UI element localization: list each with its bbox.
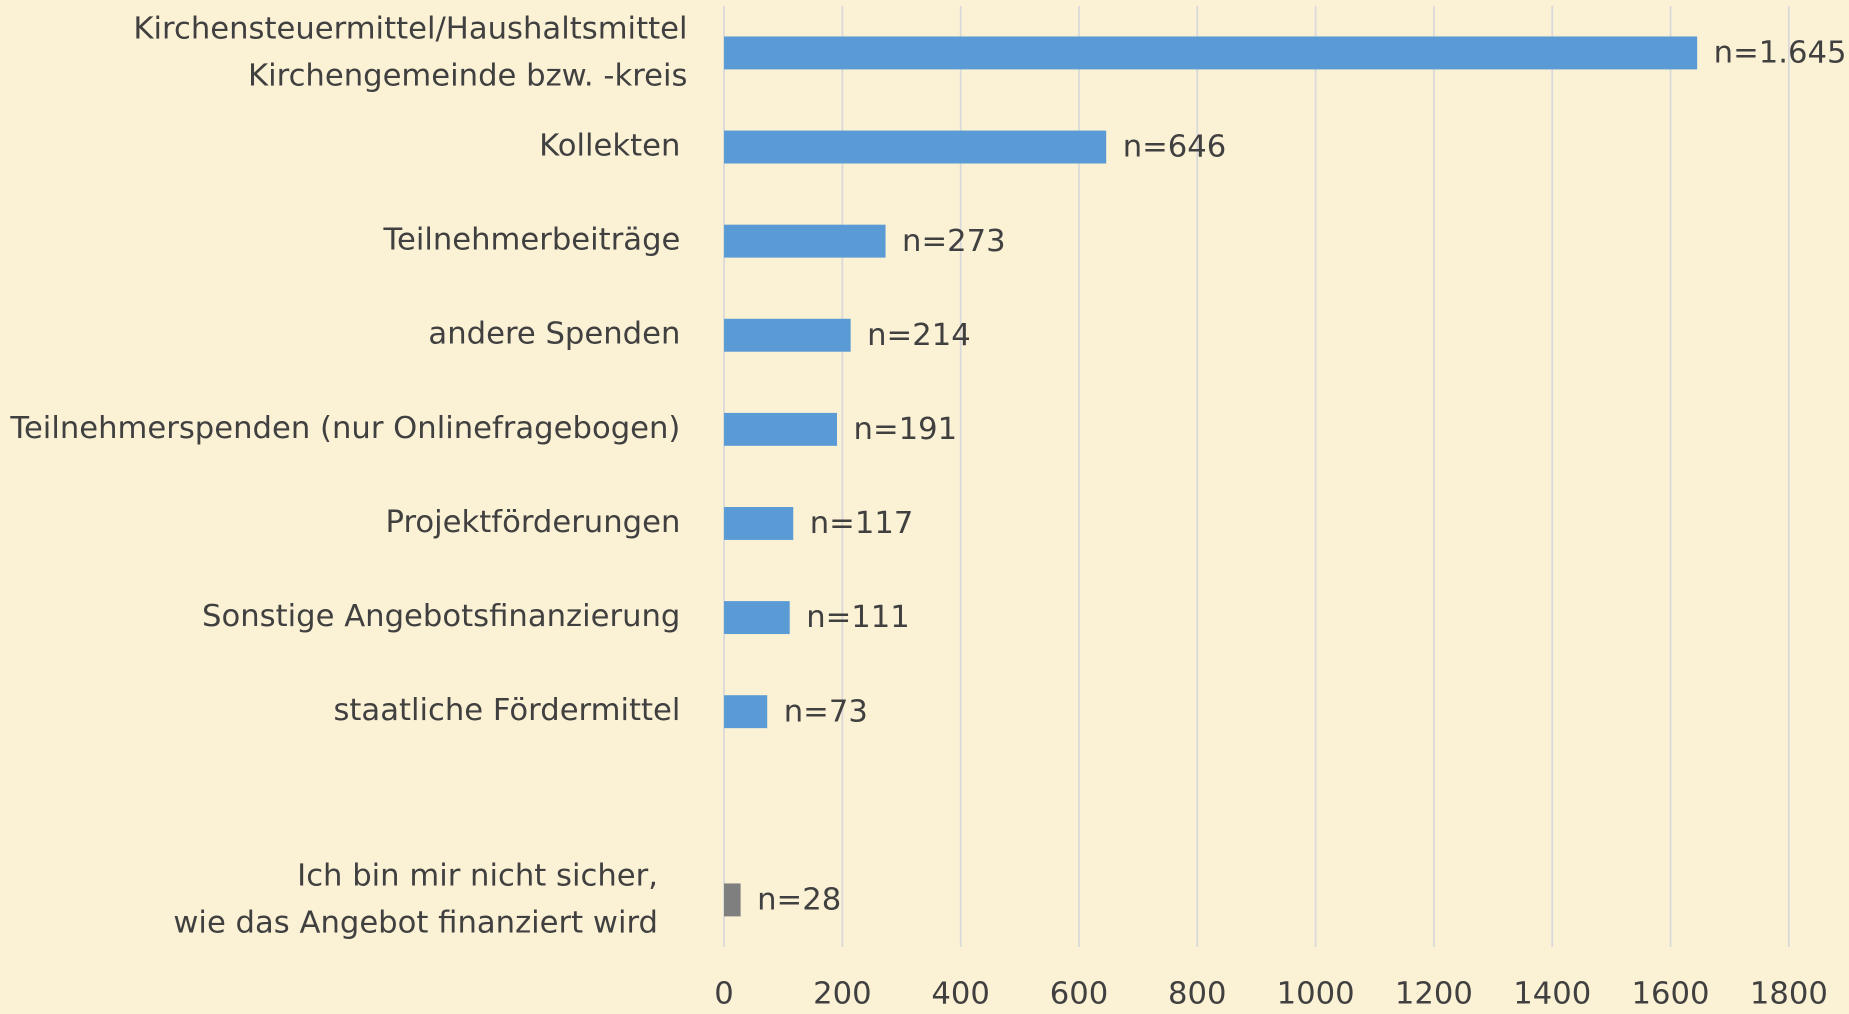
x-tick-label: 1400	[1513, 977, 1591, 1012]
x-tick-label: 1200	[1395, 977, 1473, 1012]
y-tick-label: Kirchensteuermittel/Haushaltsmittel Kirch…	[133, 11, 687, 93]
value-label: n=1.645	[1714, 36, 1847, 71]
x-tick-label: 200	[813, 977, 872, 1012]
x-tick-label: 600	[1050, 977, 1109, 1012]
bar	[724, 224, 886, 258]
value-label: n=191	[854, 412, 958, 447]
bar	[724, 130, 1107, 164]
value-label: n=117	[810, 506, 914, 541]
bar	[724, 318, 851, 352]
bar	[724, 36, 1698, 70]
value-label: n=214	[867, 318, 971, 353]
y-tick-label: Teilnehmerbeiträge	[382, 223, 680, 258]
y-tick-label: Ich bin mir nicht sicher, wie das Angebot…	[173, 858, 658, 940]
x-tick-label: 400	[931, 977, 990, 1012]
bar	[724, 883, 741, 917]
value-label: n=28	[757, 883, 841, 918]
y-tick-label: Teilnehmerspenden (nur Onlinefragebogen)	[9, 411, 680, 446]
x-tick-label: 1600	[1632, 977, 1710, 1012]
y-tick-label: andere Spenden	[428, 317, 680, 352]
bar	[724, 601, 790, 635]
value-label: n=111	[806, 600, 910, 635]
y-tick-label: Sonstige Angebotsfinanzierung	[202, 599, 680, 634]
bar	[724, 412, 838, 446]
y-tick-label: Kollekten	[539, 129, 680, 164]
value-label: n=646	[1123, 130, 1227, 165]
x-tick-label: 800	[1168, 977, 1227, 1012]
bar	[724, 695, 768, 729]
x-tick-label: 1000	[1277, 977, 1355, 1012]
x-tick-label: 1800	[1750, 977, 1828, 1012]
y-tick-label: staatliche Fördermittel	[333, 693, 680, 728]
bar	[724, 507, 794, 540]
value-label: n=73	[784, 694, 868, 729]
value-label: n=273	[902, 224, 1006, 259]
y-tick-label: Projektförderungen	[386, 505, 681, 540]
x-tick-label: 0	[714, 977, 734, 1012]
